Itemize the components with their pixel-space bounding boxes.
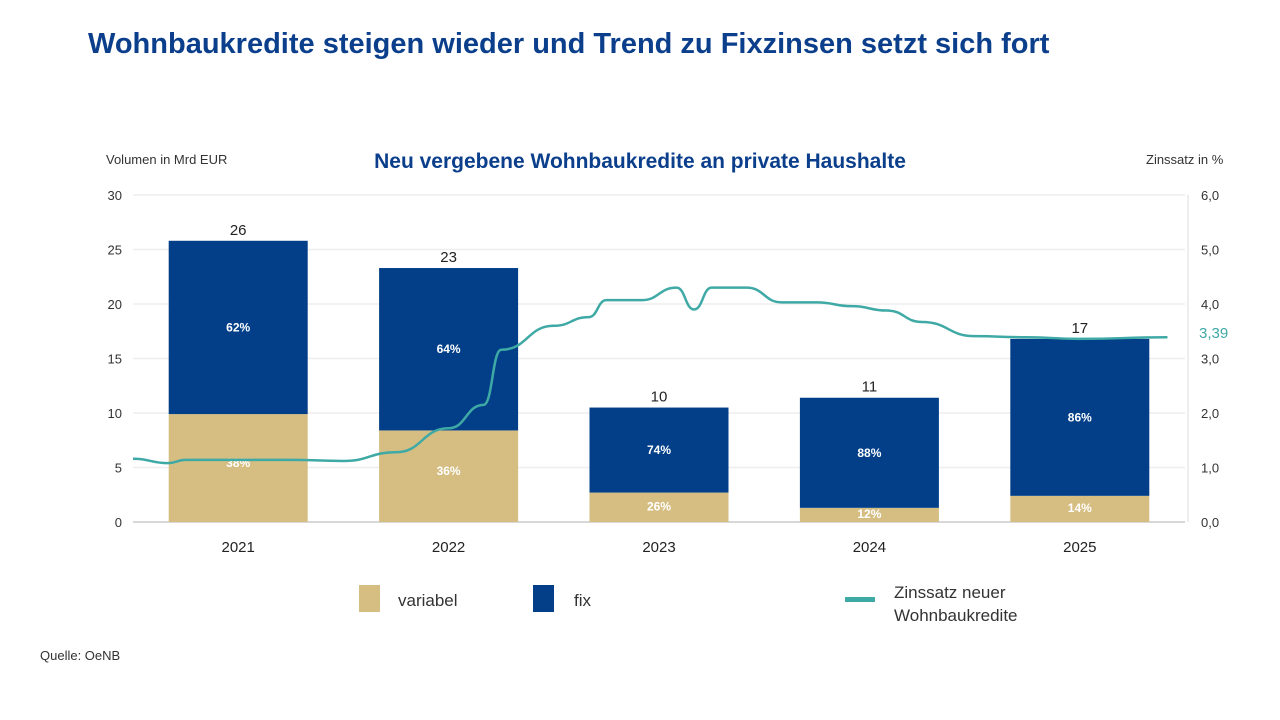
bar-variabel-2023	[589, 492, 729, 522]
legend-swatch-zinssatz	[845, 597, 875, 602]
bar-fix-2021	[168, 240, 308, 415]
legend-label-variabel: variabel	[398, 591, 458, 610]
bar-total-label: 26	[230, 222, 247, 239]
x-tick-label: 2025	[1063, 539, 1096, 556]
left-axis-label: Volumen in Mrd EUR	[106, 152, 228, 167]
bar-total-label: 23	[440, 249, 457, 266]
bar-label: 26%	[647, 499, 671, 513]
bar-label: 88%	[857, 446, 881, 460]
y2-tick-label: 1,0	[1201, 461, 1219, 476]
page-title: Wohnbaukredite steigen wieder und Trend …	[88, 28, 1050, 60]
interest-rate-line	[132, 286, 1168, 465]
y2-tick-label: 2,0	[1201, 406, 1219, 421]
bar-total-label: 10	[651, 389, 668, 406]
y2-tick-label: 3,0	[1201, 352, 1219, 367]
y-tick-label: 30	[108, 188, 122, 203]
y2-tick-label: 4,0	[1201, 297, 1219, 312]
interest-rate-last-label: 3,39	[1199, 325, 1228, 342]
bar-variabel-2021	[168, 414, 308, 522]
y2-tick-label: 0,0	[1201, 515, 1219, 530]
bar-fix-2023	[589, 407, 729, 493]
bar-label: 14%	[1068, 501, 1092, 515]
bar-variabel-2022	[379, 430, 519, 522]
legend-label-fix: fix	[574, 591, 591, 610]
legend-swatch-variabel	[359, 585, 380, 612]
bar-label: 74%	[647, 443, 671, 457]
y-tick-label: 15	[108, 352, 122, 367]
x-tick-label: 2022	[432, 539, 465, 556]
bar-variabel-2025	[1010, 495, 1150, 522]
y-tick-label: 10	[108, 406, 122, 421]
y2-tick-label: 5,0	[1201, 243, 1219, 258]
x-tick-label: 2021	[222, 539, 255, 556]
chart-title: Neu vergebene Wohnbaukredite an private …	[374, 150, 906, 173]
bar-label: 64%	[437, 342, 461, 356]
bar-label: 86%	[1068, 410, 1092, 424]
bar-fix-2022	[379, 268, 519, 431]
bar-variabel-2024	[799, 507, 939, 522]
y-tick-label: 0	[115, 515, 122, 530]
bar-fix-2024	[799, 397, 939, 508]
bar-total-label: 11	[862, 379, 878, 396]
x-tick-label: 2024	[853, 539, 886, 556]
y-tick-label: 5	[115, 461, 122, 476]
source-note: Quelle: OeNB	[40, 648, 121, 663]
bar-label: 12%	[857, 507, 881, 521]
bar-fix-2025	[1010, 338, 1150, 496]
bar-label: 38%	[226, 456, 250, 470]
y-tick-label: 25	[108, 243, 122, 258]
bar-label: 36%	[437, 464, 461, 478]
right-axis-label: Zinssatz in %	[1146, 152, 1224, 167]
bar-label: 62%	[226, 320, 250, 334]
legend-swatch-fix	[533, 585, 554, 612]
x-tick-label: 2023	[642, 539, 675, 556]
y2-tick-label: 6,0	[1201, 188, 1219, 203]
y-tick-label: 20	[108, 297, 122, 312]
legend-label-zinssatz: Zinssatz neuer Wohnbaukredite	[894, 583, 1018, 625]
bar-total-label: 17	[1071, 320, 1088, 337]
